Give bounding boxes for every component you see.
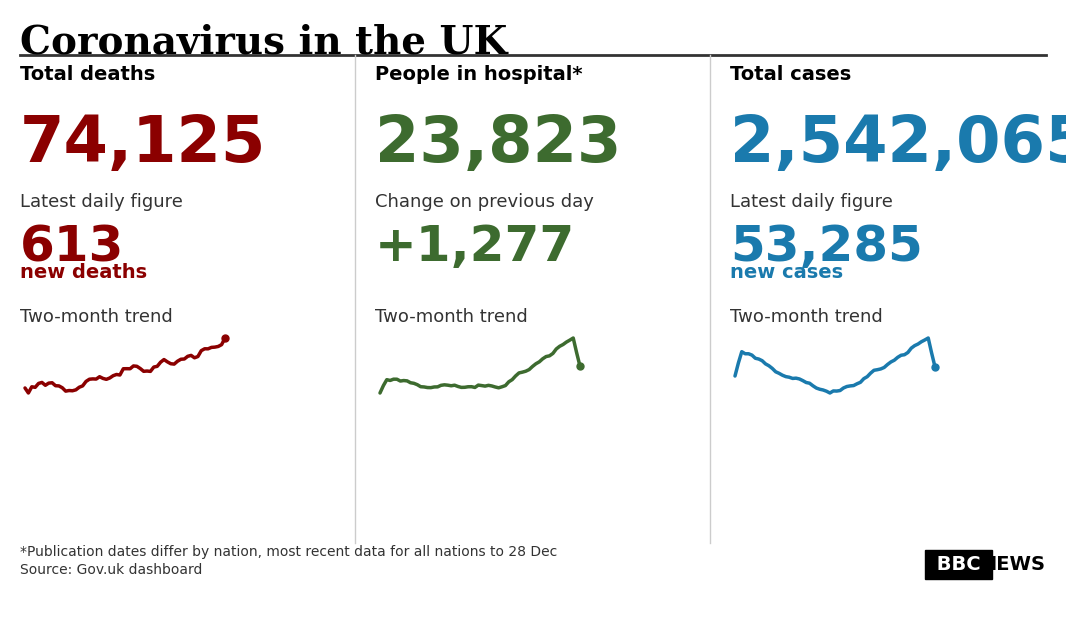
Text: 74,125: 74,125: [20, 113, 266, 175]
Text: Latest daily figure: Latest daily figure: [20, 193, 183, 211]
Text: 613: 613: [20, 223, 125, 271]
Text: Coronavirus in the UK: Coronavirus in the UK: [20, 23, 507, 61]
Text: People in hospital*: People in hospital*: [375, 65, 582, 84]
Text: +1,277: +1,277: [375, 223, 576, 271]
Text: Latest daily figure: Latest daily figure: [730, 193, 893, 211]
Text: new deaths: new deaths: [20, 263, 147, 282]
Text: 53,285: 53,285: [730, 223, 923, 271]
Text: Two-month trend: Two-month trend: [730, 308, 883, 326]
Text: Two-month trend: Two-month trend: [20, 308, 173, 326]
Text: Total cases: Total cases: [730, 65, 852, 84]
Text: Source: Gov.uk dashboard: Source: Gov.uk dashboard: [20, 563, 203, 577]
Text: new cases: new cases: [730, 263, 843, 282]
Text: BBC: BBC: [930, 555, 987, 574]
Text: Total deaths: Total deaths: [20, 65, 156, 84]
Text: 2,542,065: 2,542,065: [730, 113, 1066, 175]
Text: Change on previous day: Change on previous day: [375, 193, 594, 211]
Text: Two-month trend: Two-month trend: [375, 308, 528, 326]
Text: *Publication dates differ by nation, most recent data for all nations to 28 Dec: *Publication dates differ by nation, mos…: [20, 545, 558, 559]
Text: NEWS: NEWS: [980, 555, 1045, 574]
Text: 23,823: 23,823: [375, 113, 621, 175]
